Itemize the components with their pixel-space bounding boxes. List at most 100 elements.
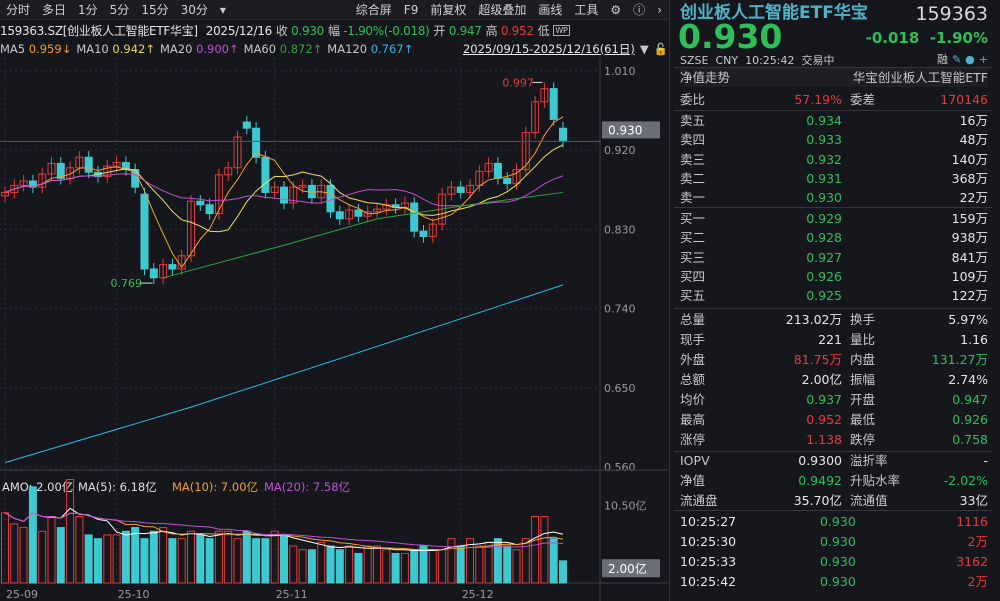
tools-button[interactable]: 工具: [574, 3, 599, 17]
tick-row: 10:25:27 0.930 1116: [680, 512, 988, 531]
tab-30min[interactable]: 30分: [180, 3, 208, 17]
volume-bar-down: [280, 534, 288, 584]
tab-15min[interactable]: 15分: [141, 3, 169, 17]
chevron-right-icon[interactable]: ›: [657, 2, 662, 17]
stat-value: 0.9300: [798, 453, 842, 468]
bid-level-row[interactable]: 买三 0.927 841万: [680, 248, 988, 267]
volume-bar-up: [382, 549, 391, 584]
nav-trend-link[interactable]: 净值走势: [680, 70, 731, 85]
tab-5min[interactable]: 5分: [109, 3, 130, 17]
stats-row: 涨停 1.138 跌停 0.758: [680, 430, 988, 449]
volume-bar-up: [363, 545, 372, 584]
bid-level-row[interactable]: 买四 0.926 109万: [680, 267, 988, 286]
candle-up: [521, 132, 530, 171]
date-range-selector[interactable]: 2025/09/15-2025/12/16(61日): [462, 42, 635, 56]
weicha-value: 170146: [940, 92, 988, 107]
tick-time: 10:25:33: [680, 554, 737, 569]
ask-level-row[interactable]: 卖四 0.933 48万: [680, 130, 988, 149]
bid-volume: 122万: [951, 288, 988, 304]
period-more-dropdown[interactable]: ▾: [219, 2, 226, 17]
bid-level-row[interactable]: 买五 0.925 122万: [680, 286, 988, 305]
volume-bar-up: [224, 530, 233, 584]
lock-icon[interactable]: 🔓: [653, 42, 668, 56]
tab-1min[interactable]: 1分: [78, 3, 98, 17]
candle-up: [187, 200, 195, 257]
draw-button[interactable]: 画线: [538, 3, 563, 17]
f9-button[interactable]: F9: [403, 2, 419, 17]
x-tick-label: 25-11: [276, 588, 308, 601]
candle-up: [270, 186, 279, 193]
nav-trend-row[interactable]: 净值走势 华宝创业板人工智能ETF: [680, 68, 988, 87]
bid-price: 0.926: [806, 268, 842, 284]
candle-up: [233, 136, 242, 169]
tick-row: 10:25:30 0.930 2万: [680, 532, 988, 551]
candle-up: [373, 208, 381, 213]
add-icon[interactable]: +: [978, 53, 988, 66]
bid-price: 0.928: [806, 230, 842, 246]
volume-bar-up: [475, 545, 484, 584]
open-value: 0.947: [448, 24, 482, 38]
ask-level-row[interactable]: 卖五 0.934 16万: [680, 111, 988, 130]
current-volume-tag: [602, 559, 660, 578]
ma10-line: [4, 144, 564, 233]
volume-bar-down: [335, 549, 344, 584]
candle-up: [466, 184, 474, 193]
current-price-label: 0.930: [608, 123, 642, 137]
bid-price: 0.927: [806, 249, 842, 265]
tab-duori[interactable]: 多日: [42, 3, 67, 17]
wp-icon[interactable]: WP: [553, 25, 570, 36]
candle-down: [493, 162, 502, 179]
price-change-pct: -1.90%: [929, 29, 988, 47]
triangle-down-icon[interactable]: ▼: [639, 42, 649, 56]
etf-row: IOPV 0.9300 溢折率 -: [680, 451, 988, 470]
stat-value: 2.74%: [948, 372, 988, 387]
ma60-label: MA60: [243, 42, 277, 56]
volume-bar-down: [503, 545, 512, 584]
stat-label: 流通值: [850, 493, 888, 508]
tab-fenshi[interactable]: 分时: [6, 3, 31, 17]
ask-price: 0.933: [806, 132, 842, 148]
ask-volume: 16万: [959, 113, 988, 128]
ask-level-row[interactable]: 卖二 0.931 368万: [680, 169, 988, 188]
stat-value: 1.138: [806, 432, 842, 447]
edit-icon[interactable]: ✎: [951, 53, 962, 66]
stat-label: 振幅: [850, 372, 876, 387]
bid-price: 0.929: [806, 211, 842, 226]
volume-legend-ma20: MA(20): 7.58亿: [264, 480, 350, 494]
composite-screen-button[interactable]: 综合屏: [355, 3, 392, 17]
tick-time: 10:25:27: [680, 514, 737, 529]
market-meta: SZSE CNY 10:25:42 交易中: [680, 54, 835, 67]
ask-level-row[interactable]: 卖一 0.930 22万: [680, 188, 988, 207]
y-tick-label: 0.650: [604, 382, 636, 395]
weibi-value: 57.19%: [794, 92, 842, 107]
stats-row: 最高 0.952 最低 0.926: [680, 410, 988, 429]
candle-up: [298, 184, 307, 188]
ma5-label: MA5: [0, 42, 26, 56]
stats-row: 现手 221 量比 1.16: [680, 330, 988, 349]
ask-level-row[interactable]: 卖三 0.932 140万: [680, 150, 988, 169]
etf-row: 净值 0.9492 升贴水率 -2.02%: [680, 471, 988, 490]
tick-volume: 2万: [967, 534, 988, 549]
help-icon[interactable]: ⓘ: [633, 3, 646, 17]
security-name: 创业板人工智能ETF华宝: [680, 3, 868, 23]
bid-level-row[interactable]: 买一 0.929 159万: [680, 209, 988, 228]
price-change: -0.018: [865, 29, 920, 47]
stat-value: 5.97%: [948, 312, 988, 327]
volume-bar-up: [540, 515, 549, 584]
stats-row: 总额 2.00亿 振幅 2.74%: [680, 370, 988, 389]
volume-bar-up: [177, 538, 186, 584]
candle-down: [56, 162, 65, 179]
ask-price: 0.931: [806, 170, 842, 186]
ask-volume: 368万: [951, 170, 988, 186]
bid-level-row[interactable]: 买二 0.928 938万: [680, 228, 988, 247]
bid-level-label: 买五: [680, 288, 706, 304]
gear-icon[interactable]: ⚙: [610, 2, 622, 17]
stat-label: 总量: [680, 312, 706, 327]
candle-up: [224, 167, 233, 176]
adjust-button[interactable]: 前复权: [430, 3, 467, 17]
kline-chart[interactable]: 1.010 0.920 0.830 0.740 0.650 0.560 25-09 25-10…: [0, 58, 668, 601]
candle-down: [559, 127, 567, 142]
overlay-button[interactable]: 超级叠加: [478, 3, 527, 17]
bell-icon[interactable]: ●: [965, 53, 975, 66]
stat-value: 0.9492: [798, 473, 842, 488]
